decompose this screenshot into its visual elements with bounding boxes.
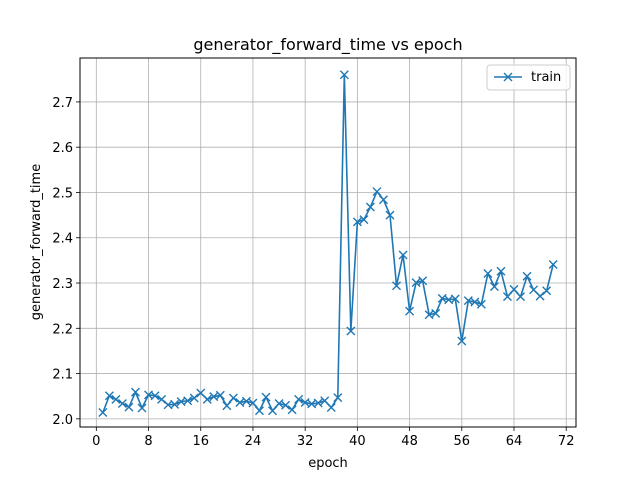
x-tick-label: 0 xyxy=(92,434,100,449)
data-point xyxy=(398,250,408,260)
data-point xyxy=(215,390,225,400)
data-point xyxy=(457,336,467,346)
data-point xyxy=(365,202,375,212)
data-point xyxy=(313,398,323,408)
data-point xyxy=(268,406,278,416)
data-point xyxy=(489,282,499,292)
data-point xyxy=(392,281,402,291)
data-point xyxy=(130,387,140,397)
data-point xyxy=(117,398,127,408)
data-point xyxy=(183,396,193,406)
y-tick-label: 2.6 xyxy=(52,141,73,156)
data-point xyxy=(104,391,114,401)
data-point xyxy=(274,398,284,408)
y-tick-label: 2.5 xyxy=(52,186,73,201)
data-point xyxy=(261,392,271,402)
x-tick-label: 32 xyxy=(297,434,314,449)
data-point xyxy=(281,400,291,410)
data-point xyxy=(294,394,304,404)
y-tick-label: 2.2 xyxy=(52,322,73,337)
plot-area xyxy=(80,58,576,427)
y-tick-label: 2.3 xyxy=(52,277,73,292)
y-tick-label: 2.0 xyxy=(52,413,73,428)
data-point xyxy=(359,215,369,225)
data-point xyxy=(450,294,460,304)
data-point xyxy=(535,291,545,301)
x-tick-label: 56 xyxy=(454,434,471,449)
data-point xyxy=(476,299,486,309)
data-point xyxy=(405,306,415,316)
x-tick-label: 48 xyxy=(401,434,418,449)
data-point xyxy=(542,286,552,296)
legend-box xyxy=(486,64,571,91)
y-tick-label: 2.4 xyxy=(52,232,73,247)
data-point xyxy=(502,292,512,302)
legend-label-train: train xyxy=(531,70,561,85)
y-tick-label: 2.7 xyxy=(52,96,73,111)
x-tick-label: 24 xyxy=(245,434,262,449)
data-point xyxy=(378,195,388,205)
data-point xyxy=(241,396,251,406)
y-axis-label: generator_forward_time xyxy=(29,164,44,320)
data-point xyxy=(98,408,108,418)
data-point xyxy=(157,394,167,404)
x-tick-label: 64 xyxy=(506,434,523,449)
x-tick-label: 16 xyxy=(192,434,209,449)
data-point xyxy=(431,308,441,318)
data-point xyxy=(516,292,526,302)
data-point xyxy=(111,394,121,404)
data-point xyxy=(333,393,343,403)
data-point xyxy=(326,403,336,413)
data-point xyxy=(385,210,395,220)
y-tick-label: 2.1 xyxy=(52,368,73,383)
data-point xyxy=(522,271,532,281)
data-point xyxy=(548,259,558,269)
data-point xyxy=(202,394,212,404)
data-point xyxy=(509,284,519,294)
legend: train xyxy=(486,64,571,91)
data-point xyxy=(222,401,232,411)
data-point xyxy=(137,403,147,413)
data-point xyxy=(150,391,160,401)
data-point xyxy=(124,402,134,412)
x-tick-label: 40 xyxy=(349,434,366,449)
data-point xyxy=(228,393,238,403)
data-point xyxy=(254,406,264,416)
chart-title: generator_forward_time vs epoch xyxy=(193,35,462,55)
grid xyxy=(80,58,576,427)
series-layer xyxy=(98,70,558,418)
data-point xyxy=(339,70,349,80)
plot-frame xyxy=(79,57,577,428)
x-axis-label: epoch xyxy=(308,456,348,471)
x-axis: 0 8 16 24 32 40 48 56 64 72 xyxy=(92,427,574,449)
data-point xyxy=(418,276,428,286)
x-tick-label: 72 xyxy=(558,434,575,449)
data-point xyxy=(287,405,297,415)
data-point xyxy=(470,297,480,307)
data-point xyxy=(496,266,506,276)
data-point xyxy=(411,278,421,288)
data-point xyxy=(372,187,382,197)
data-point xyxy=(483,269,493,279)
data-point xyxy=(189,393,199,403)
legend-marker-train xyxy=(503,72,513,82)
y-axis: 2.0 2.1 2.2 2.3 2.4 2.5 2.6 2.7 xyxy=(52,96,80,428)
data-point xyxy=(170,399,180,409)
x-tick-label: 8 xyxy=(144,434,152,449)
data-point xyxy=(352,217,362,227)
data-point xyxy=(346,326,356,336)
data-point xyxy=(248,398,258,408)
